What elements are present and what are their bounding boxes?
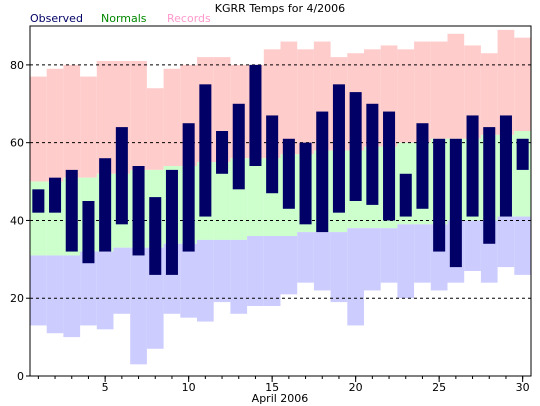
record-low-band bbox=[514, 216, 531, 275]
record-high-band bbox=[430, 41, 448, 139]
observed-bar bbox=[149, 197, 162, 275]
record-high-band bbox=[46, 68, 64, 182]
plot-frame bbox=[29, 25, 532, 377]
observed-bar bbox=[483, 127, 496, 244]
observed-bar bbox=[82, 201, 95, 264]
record-high-band bbox=[96, 61, 114, 174]
record-high-band bbox=[80, 76, 97, 178]
observed-bar bbox=[115, 127, 128, 225]
record-high-band bbox=[130, 61, 147, 170]
x-tick-label: 15 bbox=[265, 381, 279, 394]
record-high-band bbox=[514, 37, 531, 131]
observed-bar bbox=[449, 138, 462, 268]
record-low-band bbox=[213, 239, 231, 303]
observed-bar bbox=[349, 92, 362, 201]
record-low-band bbox=[63, 255, 81, 338]
legend-normals: Normals bbox=[101, 12, 147, 25]
x-tick-label: 5 bbox=[102, 381, 109, 394]
observed-bar bbox=[383, 111, 396, 221]
axes: 0 20 40 60 80 5 10 15 20 25 30 bbox=[10, 25, 532, 394]
record-low-band bbox=[347, 228, 364, 326]
record-low-band bbox=[263, 236, 281, 306]
record-low-band bbox=[380, 228, 398, 283]
observed-bar bbox=[399, 173, 412, 217]
observed-bar bbox=[199, 84, 212, 217]
observed-bar bbox=[282, 138, 295, 209]
record-low-band bbox=[330, 232, 348, 303]
observed-bar bbox=[182, 123, 195, 252]
record-low-band bbox=[247, 236, 264, 306]
chart-title: KGRR Temps for 4/2006 bbox=[215, 2, 345, 15]
observed-bar bbox=[266, 115, 279, 194]
observed-bar bbox=[299, 142, 312, 225]
record-high-band bbox=[297, 49, 314, 155]
record-low-band bbox=[80, 251, 97, 326]
observed-bar bbox=[165, 169, 178, 275]
observed-bar bbox=[316, 111, 329, 233]
record-high-band bbox=[397, 49, 415, 143]
record-high-band bbox=[163, 68, 181, 166]
record-high-band bbox=[480, 53, 498, 135]
record-high-band bbox=[146, 88, 164, 170]
observed-bar bbox=[416, 123, 429, 209]
record-low-band bbox=[397, 224, 415, 299]
y-tick-label: 80 bbox=[10, 59, 24, 72]
normal-band bbox=[213, 162, 231, 240]
x-tick-label: 30 bbox=[516, 381, 530, 394]
observed-bar bbox=[132, 166, 145, 256]
x-tick-label: 25 bbox=[432, 381, 446, 394]
observed-bar bbox=[99, 158, 112, 252]
observed-bar bbox=[466, 115, 479, 217]
observed-bar bbox=[433, 138, 446, 252]
record-high-band bbox=[414, 41, 431, 143]
observed-bar bbox=[32, 189, 45, 213]
record-low-band bbox=[30, 255, 47, 326]
observed-bar bbox=[516, 138, 529, 170]
record-high-band bbox=[447, 33, 465, 139]
observed-bar bbox=[332, 84, 345, 213]
observed-bar bbox=[366, 103, 379, 205]
record-high-band bbox=[497, 29, 515, 135]
record-low-band bbox=[46, 255, 64, 334]
x-tick-label: 10 bbox=[182, 381, 196, 394]
record-low-band bbox=[297, 232, 314, 283]
record-low-band bbox=[180, 243, 197, 318]
record-low-band bbox=[313, 232, 331, 291]
observed-bar bbox=[65, 169, 78, 252]
record-low-band bbox=[497, 216, 515, 268]
legend-records: Records bbox=[167, 12, 211, 25]
y-tick-label: 60 bbox=[10, 137, 24, 150]
plot-area bbox=[30, 29, 531, 365]
observed-bar bbox=[216, 131, 229, 174]
record-low-band bbox=[113, 247, 131, 314]
record-low-band bbox=[96, 251, 114, 330]
x-tick-label: 20 bbox=[349, 381, 363, 394]
record-low-band bbox=[197, 239, 214, 322]
record-low-band bbox=[130, 247, 147, 365]
record-low-band bbox=[364, 228, 381, 291]
record-low-band bbox=[414, 224, 431, 283]
observed-bar bbox=[499, 115, 512, 217]
observed-bar bbox=[49, 177, 62, 213]
observed-bar bbox=[249, 64, 262, 166]
legend-observed: Observed bbox=[30, 12, 83, 25]
observed-bar bbox=[232, 103, 245, 190]
y-tick-label: 0 bbox=[17, 370, 24, 383]
record-low-band bbox=[280, 236, 298, 295]
x-axis-label: April 2006 bbox=[252, 392, 309, 405]
record-high-band bbox=[30, 76, 47, 182]
y-tick-label: 20 bbox=[10, 292, 24, 305]
normal-band bbox=[247, 158, 264, 236]
y-tick-label: 40 bbox=[10, 214, 24, 227]
record-low-band bbox=[464, 220, 481, 271]
record-high-band bbox=[280, 41, 298, 155]
record-low-band bbox=[230, 239, 248, 314]
record-high-band bbox=[63, 64, 81, 178]
